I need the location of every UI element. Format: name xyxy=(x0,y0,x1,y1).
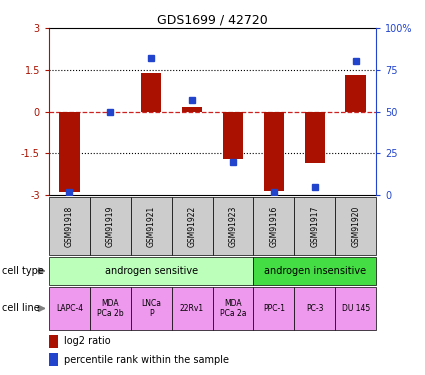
Text: LAPC-4: LAPC-4 xyxy=(56,304,83,313)
Bar xyxy=(182,107,202,112)
Bar xyxy=(212,287,253,330)
Title: GDS1699 / 42720: GDS1699 / 42720 xyxy=(157,14,268,27)
Text: GSM91917: GSM91917 xyxy=(310,205,319,247)
Text: GSM91918: GSM91918 xyxy=(65,206,74,247)
Text: GSM91916: GSM91916 xyxy=(269,205,278,247)
Bar xyxy=(294,287,335,330)
Bar xyxy=(90,287,131,330)
Bar xyxy=(264,112,284,191)
Bar xyxy=(253,257,376,285)
Bar xyxy=(59,112,79,192)
Bar xyxy=(335,287,376,330)
Bar xyxy=(253,197,294,255)
Bar xyxy=(141,73,162,112)
Bar xyxy=(49,353,58,366)
Bar xyxy=(172,197,212,255)
Text: percentile rank within the sample: percentile rank within the sample xyxy=(64,355,229,364)
Bar xyxy=(49,257,253,285)
Bar xyxy=(335,197,376,255)
Text: cell line: cell line xyxy=(2,303,40,313)
Bar xyxy=(294,197,335,255)
Text: GSM91919: GSM91919 xyxy=(106,205,115,247)
Bar xyxy=(212,197,253,255)
Text: GSM91923: GSM91923 xyxy=(229,205,238,247)
Text: log2 ratio: log2 ratio xyxy=(64,336,110,346)
Text: DU 145: DU 145 xyxy=(342,304,370,313)
Text: LNCa
P: LNCa P xyxy=(141,299,161,318)
Text: GSM91921: GSM91921 xyxy=(147,206,156,247)
Text: cell type: cell type xyxy=(2,266,44,276)
Bar xyxy=(49,287,90,330)
Bar xyxy=(253,287,294,330)
Text: androgen insensitive: androgen insensitive xyxy=(264,266,366,276)
Text: PC-3: PC-3 xyxy=(306,304,323,313)
Bar xyxy=(346,75,366,112)
Bar xyxy=(49,334,58,348)
Text: GSM91922: GSM91922 xyxy=(187,206,196,247)
Text: MDA
PCa 2b: MDA PCa 2b xyxy=(97,299,124,318)
Text: 22Rv1: 22Rv1 xyxy=(180,304,204,313)
Bar xyxy=(90,197,131,255)
Bar xyxy=(172,287,212,330)
Text: MDA
PCa 2a: MDA PCa 2a xyxy=(220,299,246,318)
Bar xyxy=(223,112,243,159)
Bar xyxy=(131,197,172,255)
Bar xyxy=(49,197,90,255)
Text: androgen sensitive: androgen sensitive xyxy=(105,266,198,276)
Text: PPC-1: PPC-1 xyxy=(263,304,285,313)
Bar xyxy=(305,112,325,163)
Bar xyxy=(131,287,172,330)
Text: GSM91920: GSM91920 xyxy=(351,205,360,247)
